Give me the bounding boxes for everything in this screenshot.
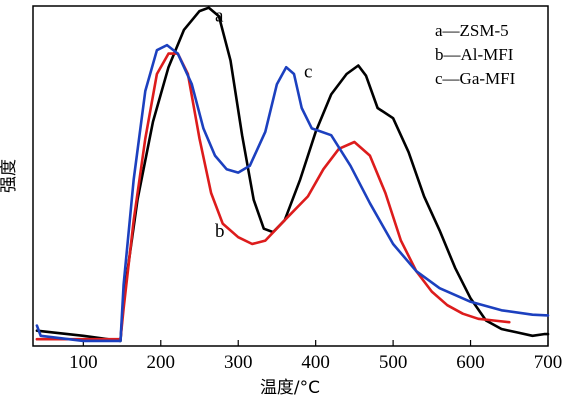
series-layer (35, 6, 550, 343)
legend-entry-a: a—ZSM-5 (435, 21, 509, 40)
y-axis-label: 强度 (0, 159, 19, 193)
legend-entry-c: c—Ga-MFI (435, 69, 516, 88)
series-line-b (35, 52, 511, 341)
curve-label-a: a (215, 5, 224, 26)
series-line-c (35, 43, 550, 343)
curve-labels: a b c (215, 5, 312, 242)
curve-label-c: c (304, 61, 312, 82)
x-tick-label: 300 (224, 352, 253, 373)
x-tick-label: 700 (534, 352, 563, 373)
legend-entry-b: b—Al-MFI (435, 45, 514, 64)
x-tick-label: 200 (147, 352, 176, 373)
x-tick-label: 600 (456, 352, 485, 373)
plot-frame (32, 5, 549, 347)
x-tick-label: 500 (379, 352, 408, 373)
x-axis-label: 温度/°C (260, 378, 320, 398)
x-tick-label: 100 (69, 352, 98, 373)
legend: a—ZSM-5 b—Al-MFI c—Ga-MFI (435, 21, 516, 88)
x-axis-ticks: 100 200 300 400 500 600 700 (69, 340, 562, 373)
curve-label-b: b (215, 221, 225, 242)
x-tick-label: 400 (301, 352, 330, 373)
